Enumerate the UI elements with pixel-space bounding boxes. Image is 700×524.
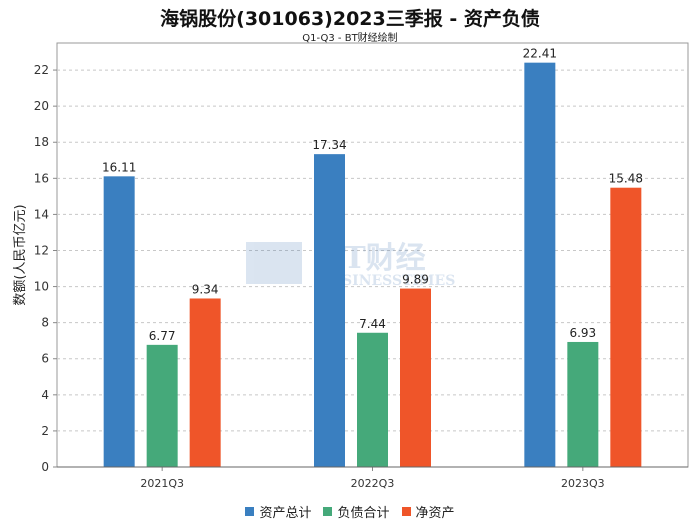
- x-tick-label: 2021Q3: [140, 477, 184, 490]
- bar-value-label: 6.77: [149, 329, 176, 343]
- chart-subtitle: Q1-Q3 - BT财经绘制: [302, 33, 398, 44]
- bar-2023Q3-0: [524, 62, 556, 467]
- legend-label-liabilities: 负债合计: [337, 506, 390, 521]
- bar-value-label: 16.11: [102, 160, 136, 174]
- y-tick-label: 0: [41, 460, 49, 474]
- legend-swatch-net-assets: [401, 507, 411, 516]
- y-tick-label: 12: [34, 243, 49, 257]
- legend-label-net-assets: 净资产: [415, 506, 455, 521]
- bar-2023Q3-1: [567, 341, 599, 467]
- bar-2022Q3-2: [400, 288, 431, 467]
- bar-2022Q3-1: [357, 332, 388, 467]
- legend-item-assets: 资产总计: [245, 502, 311, 521]
- bar-2021Q3-1: [146, 344, 178, 467]
- watermark-subtext: BUSINESSTIMES: [318, 273, 455, 289]
- y-tick-label: 18: [34, 135, 49, 149]
- y-tick-label: 16: [34, 171, 49, 185]
- legend-swatch-assets: [245, 507, 255, 516]
- y-tick-label: 22: [34, 63, 49, 77]
- y-tick-label: 4: [41, 388, 49, 402]
- legend-label-assets: 资产总计: [259, 506, 312, 521]
- x-tick-label: 2022Q3: [351, 477, 395, 490]
- legend-item-liabilities: 负债合计: [323, 502, 390, 521]
- bar-2021Q3-0: [103, 176, 135, 467]
- legend-item-net-assets: 净资产: [401, 502, 455, 521]
- y-tick-label: 8: [41, 316, 49, 330]
- y-tick-label: 6: [41, 352, 49, 366]
- bar-2023Q3-2: [610, 187, 642, 467]
- bar-value-label: 15.48: [609, 172, 643, 186]
- chart-legend: 资产总计 负债合计 净资产: [0, 502, 700, 521]
- y-tick-label: 20: [34, 99, 49, 113]
- y-tick-label: 14: [34, 207, 49, 221]
- bar-value-label: 9.34: [192, 282, 219, 296]
- bar-value-label: 9.89: [402, 273, 429, 287]
- bar-2022Q3-0: [314, 154, 345, 467]
- y-tick-label: 2: [41, 424, 49, 438]
- y-axis-label: 数额(人民币亿元): [13, 204, 28, 305]
- bar-2021Q3-2: [189, 298, 221, 467]
- x-tick-label: 2023Q3: [561, 477, 605, 490]
- watermark-logo: [246, 242, 302, 284]
- y-tick-label: 10: [34, 280, 49, 294]
- legend-swatch-liabilities: [323, 507, 333, 516]
- bar-value-label: 6.93: [569, 326, 596, 340]
- bar-value-label: 17.34: [312, 138, 346, 152]
- bar-value-label: 22.41: [523, 47, 557, 61]
- bar-value-label: 7.44: [359, 317, 386, 331]
- chart-title: 海锅股份(301063)2023三季报 - 资产负债: [160, 8, 540, 30]
